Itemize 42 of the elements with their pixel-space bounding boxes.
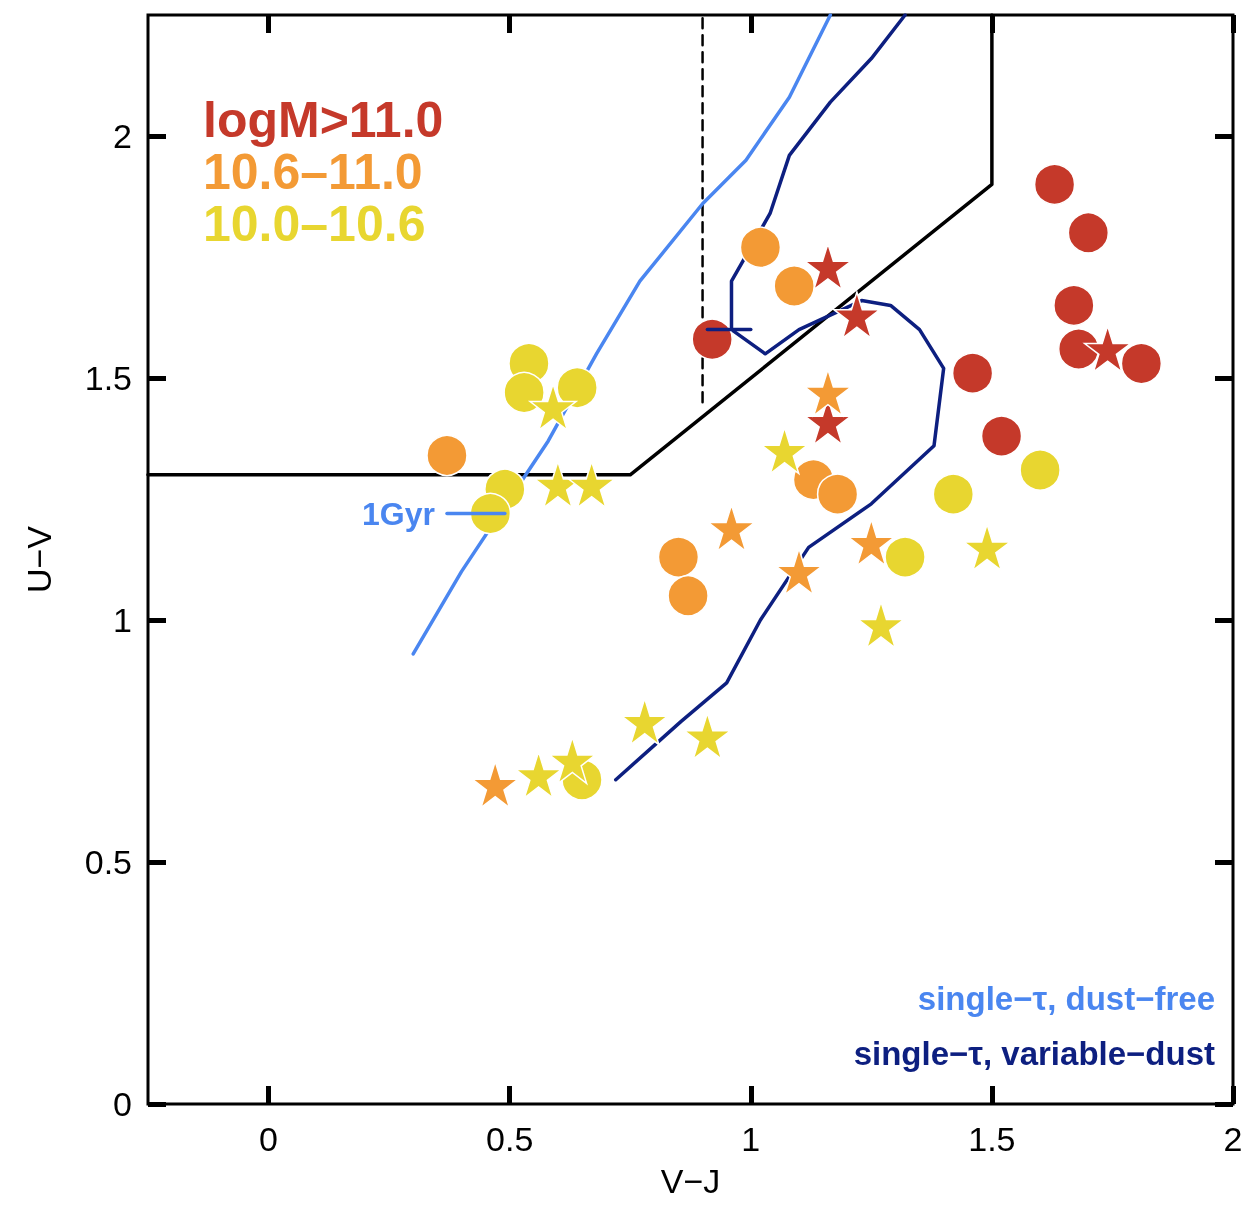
x-tick-label: 2 — [1223, 1120, 1243, 1158]
y-tick-label: 2 — [113, 117, 132, 155]
point — [1057, 328, 1100, 370]
y-tick-label: 1.5 — [84, 359, 132, 397]
point — [426, 434, 468, 477]
point — [657, 536, 700, 578]
point — [667, 575, 709, 617]
point — [556, 366, 598, 409]
x-axis-title: V−J — [660, 1162, 721, 1200]
y-axis-title: U−V — [20, 525, 58, 594]
annotation: 1Gyr — [362, 495, 435, 532]
point — [739, 226, 782, 269]
point — [980, 415, 1023, 457]
point — [691, 318, 733, 361]
point — [857, 601, 905, 649]
point — [529, 383, 577, 431]
y-tick-label: 0.5 — [84, 843, 132, 881]
x-tick-label: 0 — [259, 1120, 279, 1158]
y-tick-label: 0 — [113, 1085, 132, 1123]
point — [503, 371, 545, 414]
point — [773, 265, 815, 307]
text: 10.0–10.6 — [203, 196, 426, 252]
y-tick-label: 1 — [113, 601, 132, 639]
point — [884, 536, 926, 578]
point — [1120, 342, 1163, 385]
point — [1053, 284, 1095, 327]
x-tick-label: 0.5 — [486, 1120, 534, 1158]
x-tick-label: 1.5 — [968, 1120, 1016, 1158]
text: logM>11.0 — [203, 92, 444, 148]
point — [1033, 163, 1076, 206]
point — [1067, 212, 1110, 254]
annotation: single−τ, dust−free — [917, 980, 1216, 1017]
point — [833, 291, 881, 339]
point — [469, 492, 512, 535]
x-tick-label: 1 — [741, 1120, 761, 1158]
point — [1083, 325, 1132, 373]
annotation: single−τ, variable−dust — [853, 1035, 1216, 1072]
point — [951, 352, 994, 394]
point — [816, 473, 859, 515]
line-series — [614, 13, 946, 782]
point — [932, 473, 975, 515]
point — [1019, 449, 1061, 491]
